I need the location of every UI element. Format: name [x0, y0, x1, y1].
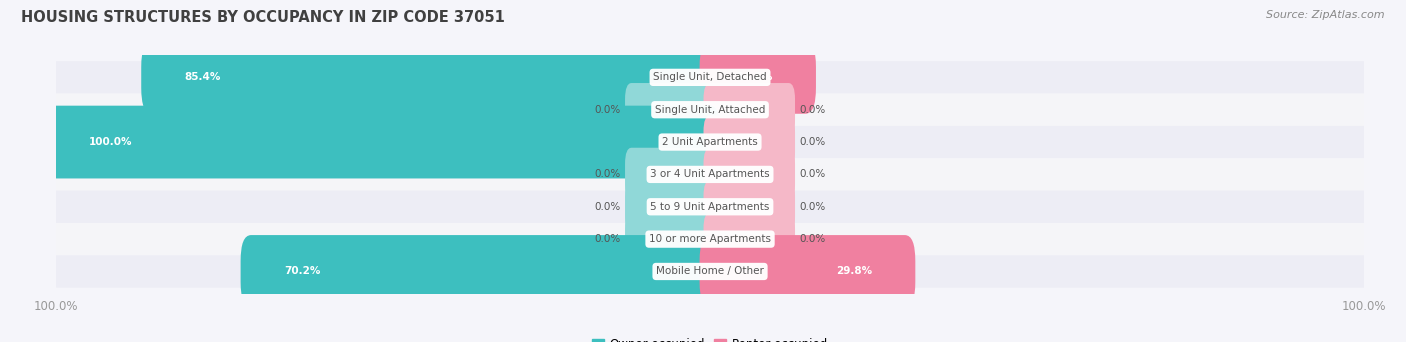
Text: 14.6%: 14.6%: [737, 73, 773, 82]
FancyBboxPatch shape: [626, 83, 717, 136]
Text: 0.0%: 0.0%: [595, 169, 621, 180]
Text: Source: ZipAtlas.com: Source: ZipAtlas.com: [1267, 10, 1385, 20]
Text: Mobile Home / Other: Mobile Home / Other: [657, 266, 763, 276]
FancyBboxPatch shape: [56, 158, 1364, 190]
FancyBboxPatch shape: [700, 235, 915, 308]
Text: 0.0%: 0.0%: [595, 234, 621, 244]
Text: 10 or more Apartments: 10 or more Apartments: [650, 234, 770, 244]
FancyBboxPatch shape: [626, 212, 717, 266]
Text: 5 to 9 Unit Apartments: 5 to 9 Unit Apartments: [651, 202, 769, 212]
Text: HOUSING STRUCTURES BY OCCUPANCY IN ZIP CODE 37051: HOUSING STRUCTURES BY OCCUPANCY IN ZIP C…: [21, 10, 505, 25]
FancyBboxPatch shape: [626, 148, 717, 201]
Text: 3 or 4 Unit Apartments: 3 or 4 Unit Apartments: [650, 169, 770, 180]
Legend: Owner-occupied, Renter-occupied: Owner-occupied, Renter-occupied: [586, 333, 834, 342]
Text: 85.4%: 85.4%: [184, 73, 221, 82]
Text: 0.0%: 0.0%: [595, 105, 621, 115]
Text: 29.8%: 29.8%: [837, 266, 872, 276]
FancyBboxPatch shape: [703, 83, 794, 136]
FancyBboxPatch shape: [141, 41, 720, 114]
FancyBboxPatch shape: [56, 126, 1364, 158]
Text: 0.0%: 0.0%: [799, 105, 825, 115]
FancyBboxPatch shape: [56, 255, 1364, 288]
FancyBboxPatch shape: [703, 148, 794, 201]
FancyBboxPatch shape: [56, 94, 1364, 126]
Text: 0.0%: 0.0%: [595, 202, 621, 212]
Text: 0.0%: 0.0%: [799, 169, 825, 180]
FancyBboxPatch shape: [240, 235, 720, 308]
FancyBboxPatch shape: [56, 61, 1364, 94]
Text: 0.0%: 0.0%: [799, 137, 825, 147]
Text: 0.0%: 0.0%: [799, 202, 825, 212]
FancyBboxPatch shape: [46, 106, 720, 179]
Text: 2 Unit Apartments: 2 Unit Apartments: [662, 137, 758, 147]
FancyBboxPatch shape: [703, 212, 794, 266]
FancyBboxPatch shape: [703, 115, 794, 169]
FancyBboxPatch shape: [700, 41, 815, 114]
FancyBboxPatch shape: [56, 223, 1364, 255]
Text: Single Unit, Detached: Single Unit, Detached: [654, 73, 766, 82]
FancyBboxPatch shape: [56, 190, 1364, 223]
Text: 100.0%: 100.0%: [89, 137, 132, 147]
FancyBboxPatch shape: [626, 180, 717, 234]
Text: 0.0%: 0.0%: [799, 234, 825, 244]
FancyBboxPatch shape: [703, 180, 794, 234]
Text: 70.2%: 70.2%: [284, 266, 321, 276]
Text: Single Unit, Attached: Single Unit, Attached: [655, 105, 765, 115]
